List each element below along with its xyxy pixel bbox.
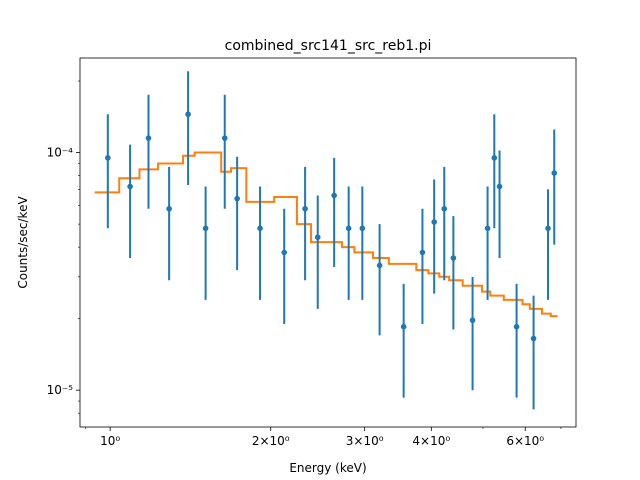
data-marker <box>545 225 551 232</box>
x-tick-label: 3×10⁰ <box>346 434 384 448</box>
data-point <box>202 186 209 300</box>
data-point <box>484 186 491 300</box>
data-marker <box>185 111 191 118</box>
data-point <box>345 186 352 300</box>
data-marker <box>450 255 457 261</box>
data-point <box>491 114 498 229</box>
data-point <box>545 189 551 300</box>
data-point <box>400 283 407 398</box>
data-point <box>166 166 172 281</box>
data-point <box>281 208 288 324</box>
data-marker <box>496 183 503 190</box>
x-axis-label: Energy (keV) <box>289 461 366 475</box>
data-point <box>419 208 426 324</box>
data-point <box>441 166 448 281</box>
plot-area <box>79 57 577 428</box>
data-point <box>530 295 537 410</box>
y-axis-label: Counts/sec/keV <box>16 196 30 289</box>
x-axis-ticks: 10⁰ 2×10⁰ 3×10⁰ 4×10⁰ 6×10⁰ <box>85 427 562 448</box>
x-tick-label: 6×10⁰ <box>506 434 544 448</box>
data-marker <box>202 225 209 232</box>
data-marker <box>376 262 383 269</box>
data-marker <box>105 155 111 161</box>
model-step-line-layer <box>94 151 558 318</box>
data-marker <box>302 205 308 212</box>
y-tick-label: 10⁻⁵ <box>47 383 74 397</box>
x-tick-label: 10⁰ <box>100 434 120 448</box>
data-marker <box>166 205 172 212</box>
data-point <box>331 157 337 267</box>
data-marker <box>400 323 407 330</box>
model-step-line <box>94 151 558 318</box>
y-axis-ticks: 10⁻⁵ 10⁻⁴ <box>47 80 80 414</box>
data-point <box>513 283 520 398</box>
data-marker <box>431 219 437 225</box>
data-marker <box>419 249 426 256</box>
data-marker <box>281 249 288 256</box>
data-point <box>431 179 437 294</box>
data-point <box>302 166 308 281</box>
data-marker <box>257 225 263 232</box>
x-tick-label: 2×10⁰ <box>252 434 290 448</box>
data-point <box>145 94 152 209</box>
y-tick-label: 10⁻⁴ <box>47 146 74 160</box>
data-point <box>127 144 133 258</box>
data-points-layer <box>105 71 558 410</box>
data-point <box>234 156 240 271</box>
data-marker <box>513 323 520 330</box>
data-marker <box>127 183 133 190</box>
data-marker <box>530 335 537 342</box>
data-marker <box>359 225 366 232</box>
data-marker <box>491 155 498 161</box>
data-point <box>469 276 476 391</box>
data-marker <box>314 234 321 241</box>
data-point <box>496 150 503 258</box>
data-marker <box>234 195 240 202</box>
data-marker <box>484 225 491 232</box>
data-marker <box>551 170 558 176</box>
x-tick-label: 4×10⁰ <box>412 434 450 448</box>
data-point <box>105 114 111 229</box>
data-point <box>314 195 321 309</box>
data-point <box>185 71 191 186</box>
data-marker <box>221 135 228 141</box>
data-point <box>221 94 228 209</box>
data-marker <box>345 225 352 232</box>
data-marker <box>331 192 337 199</box>
data-point <box>450 216 457 330</box>
data-point <box>359 186 366 300</box>
data-point <box>376 224 383 336</box>
data-point <box>551 129 558 245</box>
data-point <box>257 186 263 300</box>
data-marker <box>441 205 448 212</box>
axes-frame <box>79 57 577 428</box>
data-marker <box>469 317 476 324</box>
data-marker <box>145 135 152 141</box>
chart-title: combined_src141_src_reb1.pi <box>225 38 432 54</box>
